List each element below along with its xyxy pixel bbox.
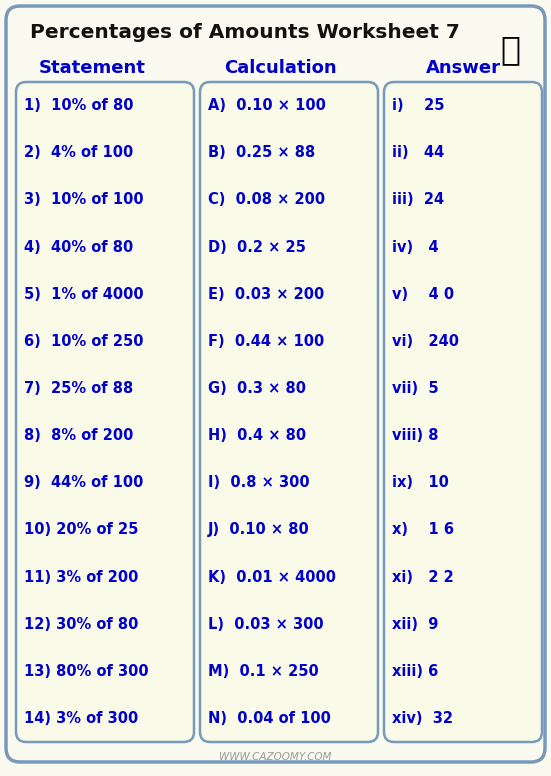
Text: Statement: Statement [39,59,145,77]
Text: A)  0.10 × 100: A) 0.10 × 100 [208,98,326,113]
Text: Calculation: Calculation [224,59,336,77]
Text: WWW.CAZOOMY.COM: WWW.CAZOOMY.COM [219,752,332,762]
Text: v)    4 0: v) 4 0 [392,286,454,302]
Text: 1)  10% of 80: 1) 10% of 80 [24,98,133,113]
Text: 5)  1% of 4000: 5) 1% of 4000 [24,286,144,302]
Text: 🦤: 🦤 [500,33,520,67]
Text: ix)   10: ix) 10 [392,475,449,490]
Text: L)  0.03 × 300: L) 0.03 × 300 [208,617,323,632]
FancyBboxPatch shape [384,82,542,742]
FancyBboxPatch shape [200,82,378,742]
Text: 6)  10% of 250: 6) 10% of 250 [24,334,143,348]
Text: H)  0.4 × 80: H) 0.4 × 80 [208,428,306,443]
Text: C)  0.08 × 200: C) 0.08 × 200 [208,192,325,207]
Text: D)  0.2 × 25: D) 0.2 × 25 [208,240,306,255]
Text: 9)  44% of 100: 9) 44% of 100 [24,475,143,490]
Text: i)    25: i) 25 [392,98,445,113]
Text: 2)  4% of 100: 2) 4% of 100 [24,145,133,160]
Text: Answer: Answer [425,59,500,77]
Text: 11) 3% of 200: 11) 3% of 200 [24,570,138,584]
Text: ii)   44: ii) 44 [392,145,444,160]
Text: Percentages of Amounts Worksheet 7: Percentages of Amounts Worksheet 7 [30,23,460,41]
Text: 8)  8% of 200: 8) 8% of 200 [24,428,133,443]
Text: 10) 20% of 25: 10) 20% of 25 [24,522,138,537]
Text: I)  0.8 × 300: I) 0.8 × 300 [208,475,310,490]
Text: vi)   240: vi) 240 [392,334,459,348]
Text: K)  0.01 × 4000: K) 0.01 × 4000 [208,570,336,584]
FancyBboxPatch shape [16,82,194,742]
Text: x)    1 6: x) 1 6 [392,522,454,537]
Text: 12) 30% of 80: 12) 30% of 80 [24,617,138,632]
Text: iii)  24: iii) 24 [392,192,444,207]
Text: G)  0.3 × 80: G) 0.3 × 80 [208,381,306,396]
Text: M)  0.1 × 250: M) 0.1 × 250 [208,663,318,679]
Text: N)  0.04 of 100: N) 0.04 of 100 [208,711,331,726]
Text: viii) 8: viii) 8 [392,428,439,443]
Text: xiii) 6: xiii) 6 [392,663,438,679]
Text: 4)  40% of 80: 4) 40% of 80 [24,240,133,255]
Text: F)  0.44 × 100: F) 0.44 × 100 [208,334,324,348]
Text: J)  0.10 × 80: J) 0.10 × 80 [208,522,310,537]
Text: B)  0.25 × 88: B) 0.25 × 88 [208,145,315,160]
Text: E)  0.03 × 200: E) 0.03 × 200 [208,286,324,302]
Text: 13) 80% of 300: 13) 80% of 300 [24,663,149,679]
Text: xiv)  32: xiv) 32 [392,711,453,726]
Text: 7)  25% of 88: 7) 25% of 88 [24,381,133,396]
FancyBboxPatch shape [6,6,545,762]
Text: vii)  5: vii) 5 [392,381,439,396]
Text: xii)  9: xii) 9 [392,617,439,632]
Text: 3)  10% of 100: 3) 10% of 100 [24,192,144,207]
Text: xi)   2 2: xi) 2 2 [392,570,454,584]
Text: iv)   4: iv) 4 [392,240,439,255]
Text: 14) 3% of 300: 14) 3% of 300 [24,711,138,726]
